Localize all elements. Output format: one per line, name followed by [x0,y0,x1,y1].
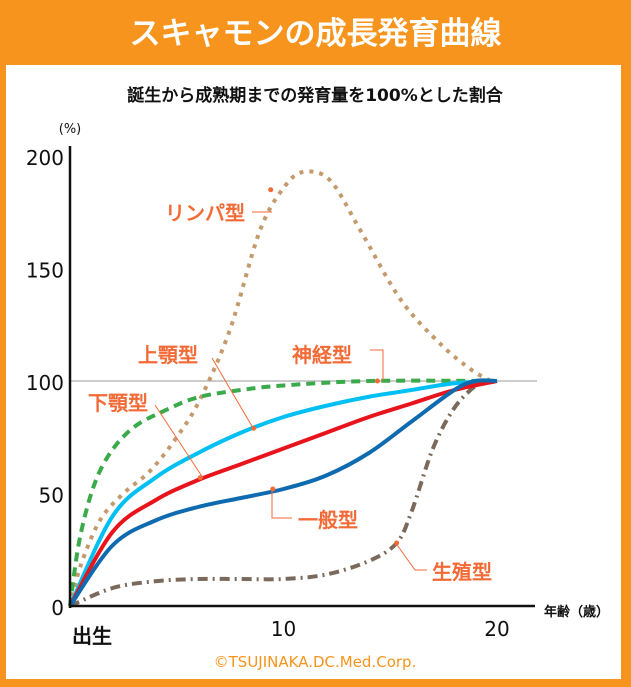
series-marker [394,540,400,546]
y-axis-unit: (%) [59,122,82,137]
chart-subtitle: 誕生から成熟期までの発育量を100%とした割合 [127,85,504,106]
page-title: スキャモンの成長発育曲線 [129,16,502,52]
series-marker [374,378,380,384]
series-line [68,379,498,607]
x-axis-label: 年齢（歳） [544,604,609,620]
series-marker [268,187,274,193]
series-label: 下顎型 [88,391,148,415]
copyright: ©TSUJINAKA.DC.Med.Corp. [214,653,417,671]
y-tick-label: 50 [39,484,64,508]
series-marker [197,475,203,481]
series-label: 上顎型 [138,343,198,367]
series-line [68,379,498,607]
series-label: 生殖型 [432,560,492,584]
x-tick-label: 10 [271,617,296,641]
y-tick-label: 150 [26,259,64,283]
series-marker [251,425,257,431]
series-marker [270,486,276,492]
series-line [68,378,498,608]
series-label: 一般型 [298,508,358,532]
label-leader-line [211,357,254,429]
series-line [68,378,498,607]
label-leader-line [370,349,384,381]
y-tick-label: 200 [26,146,64,170]
label-leader-line [154,404,204,479]
y-tick-label: 0 [51,596,64,620]
series-line [69,379,488,608]
label-leader-line [394,541,427,571]
x-tick-label: 20 [484,617,509,641]
y-tick-label: 100 [26,371,64,395]
series-label: 神経型 [292,343,352,367]
x-origin-label: 出生 [72,624,112,648]
label-leader-line [271,489,292,519]
series-label: リンパ型 [165,201,245,225]
series-line [68,169,492,607]
